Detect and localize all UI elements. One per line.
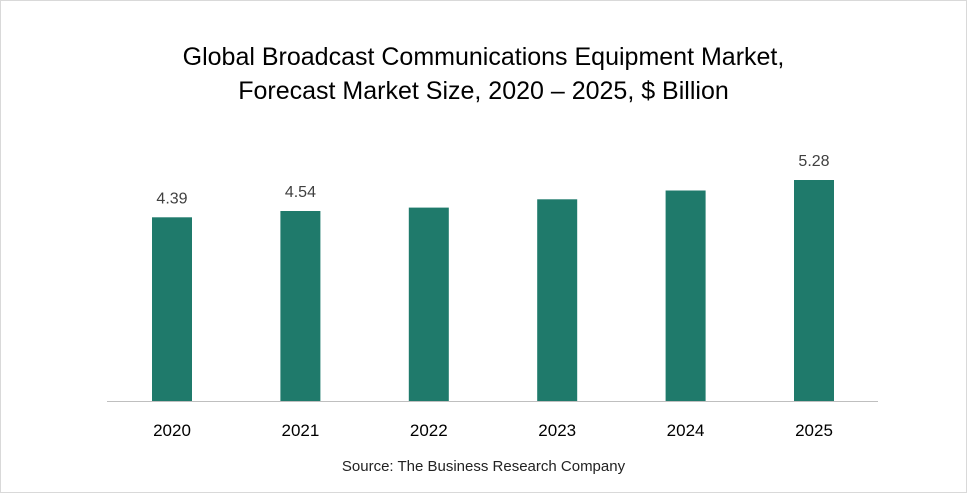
data-label-2021: 4.54 — [285, 184, 316, 201]
data-label-2020: 4.39 — [156, 190, 187, 207]
data-label-2025: 5.28 — [798, 153, 829, 170]
bar-2022 — [408, 207, 449, 401]
bar-2021 — [280, 211, 321, 401]
x-tick-label-2025: 2025 — [795, 421, 833, 440]
bar-2020 — [152, 217, 192, 401]
x-tick-label-2024: 2024 — [667, 421, 705, 440]
x-tick-label-2023: 2023 — [538, 421, 576, 440]
bar-2024 — [665, 190, 706, 401]
bar-2023 — [537, 199, 578, 401]
chart-title-line-2: Forecast Market Size, 2020 – 2025, $ Bil… — [238, 77, 729, 105]
source-note: Source: The Business Research Company — [341, 458, 626, 475]
chart-title-line-1: Global Broadcast Communications Equipmen… — [182, 43, 785, 71]
x-tick-label-2022: 2022 — [410, 421, 448, 440]
chart-title: Global Broadcast Communications Equipmen… — [0, 40, 967, 108]
x-tick-label-2021: 2021 — [281, 421, 319, 440]
x-tick-label-2020: 2020 — [153, 421, 191, 440]
bar-2025 — [794, 180, 834, 401]
